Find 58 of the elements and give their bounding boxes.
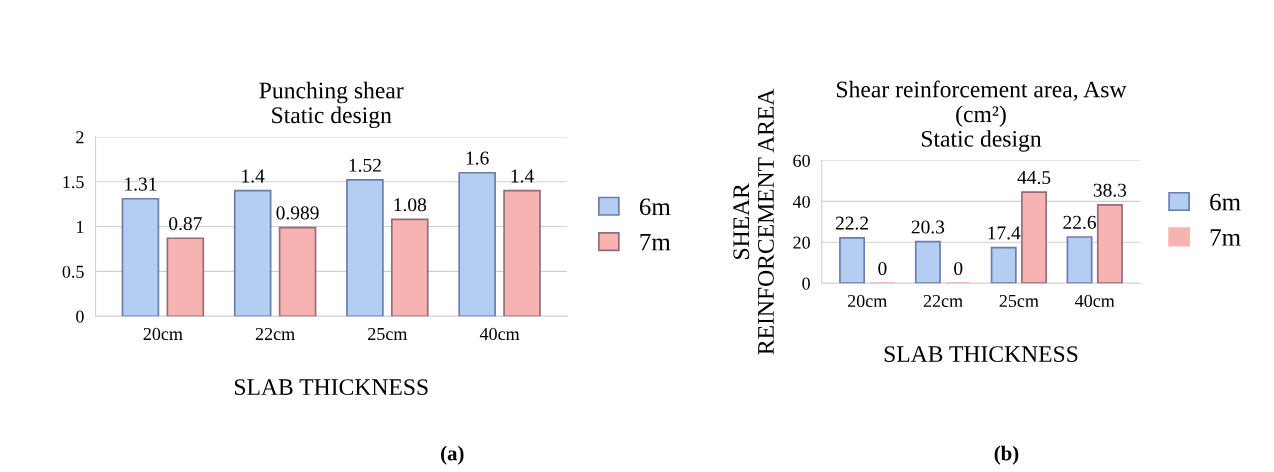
x-axis-title: SLAB THICKNESS	[884, 346, 1078, 363]
data-label: 0	[954, 261, 963, 276]
bar	[166, 237, 205, 317]
bar	[121, 197, 160, 317]
data-label: 1.4	[242, 169, 265, 183]
bar	[233, 189, 272, 317]
data-label: 0.87	[169, 216, 202, 231]
legend-label: 7m	[1210, 229, 1241, 246]
x-tick-label: 25cm	[999, 294, 1039, 308]
data-label: 17.4	[988, 226, 1021, 240]
data-label: 1.31	[125, 177, 157, 191]
data-label: 22.2	[835, 216, 868, 230]
y-tick-label: 40	[792, 195, 810, 208]
y-tick-label: 1	[77, 220, 84, 233]
data-label: 0.989	[276, 206, 319, 220]
y-tick-label: 0	[76, 310, 84, 323]
y-tick-label: 0.5	[62, 265, 84, 278]
bar	[278, 226, 317, 317]
bar	[990, 246, 1017, 284]
x-tick-label: 22cm	[923, 294, 963, 308]
data-label: 20.3	[911, 220, 945, 234]
x-tick-label: 20cm	[143, 327, 183, 341]
data-label: 38.3	[1093, 183, 1127, 197]
bar	[1021, 191, 1048, 284]
bar	[839, 236, 866, 284]
bar	[1066, 236, 1093, 284]
bar	[1096, 204, 1123, 284]
chart-title: Shear reinforcement area, Asw (cm²) Static design	[837, 80, 1127, 152]
x-tick-label: 20cm	[847, 294, 887, 308]
bar	[391, 218, 429, 317]
x-tick-label: 25cm	[368, 327, 408, 341]
legend-label: 7m	[640, 233, 671, 251]
bar	[458, 171, 496, 317]
data-label: 1.52	[349, 158, 381, 172]
data-label: 1.6	[466, 151, 489, 165]
y-tick-label: 60	[793, 154, 810, 167]
y-tick-label: 2	[76, 131, 84, 144]
x-tick-label: 22cm	[255, 327, 295, 341]
x-tick-label: 40cm	[479, 327, 520, 341]
y-tick-label: 1.5	[63, 176, 84, 189]
data-label: 1.4	[511, 169, 534, 183]
data-label: 1.08	[394, 198, 427, 212]
bar	[914, 240, 941, 284]
legend-label: 6m	[639, 198, 671, 216]
text: (b)	[994, 445, 1019, 465]
y-tick-label: 0	[802, 277, 810, 290]
legend-label: 6m	[1210, 193, 1241, 211]
bar	[346, 179, 384, 317]
y-axis-title: SHEAR REINFORCEMENT AREA	[733, 88, 774, 355]
x-tick-label: 40cm	[1075, 294, 1115, 308]
bar	[503, 189, 541, 317]
data-label: 22.6	[1063, 215, 1096, 229]
data-label: 44.5	[1017, 171, 1051, 185]
text: (a)	[441, 445, 464, 465]
data-label: 0	[878, 261, 887, 276]
y-tick-label: 20	[793, 236, 810, 249]
x-axis-title: SLAB THICKNESS	[234, 379, 428, 396]
chart-title: Punching shear Static design	[259, 81, 404, 129]
